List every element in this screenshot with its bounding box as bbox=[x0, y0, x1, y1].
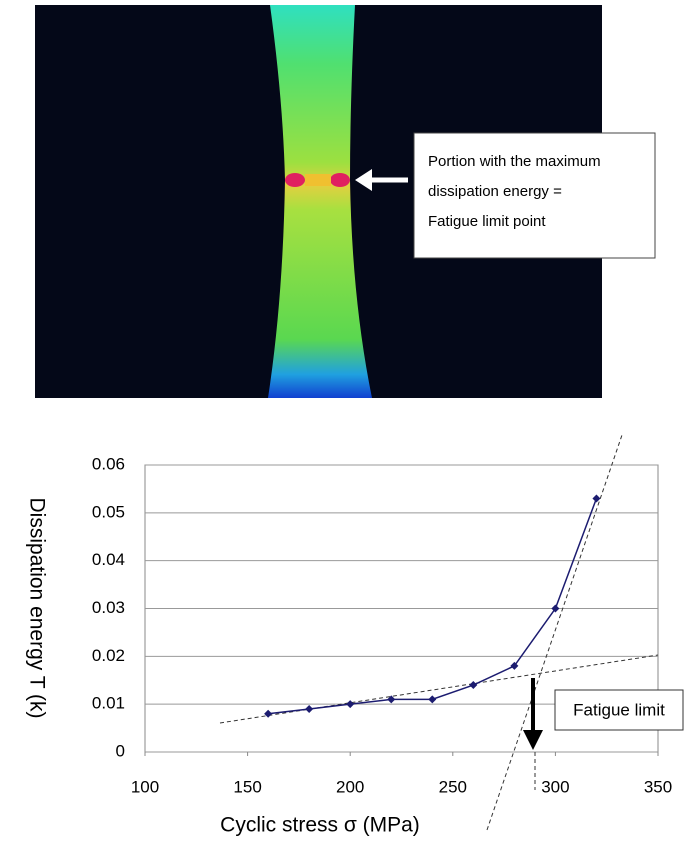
y-tick-label: 0.06 bbox=[92, 454, 125, 473]
y-tick-label: 0.05 bbox=[92, 502, 125, 521]
y-tick-label: 0.01 bbox=[92, 694, 125, 713]
hot-spot bbox=[330, 173, 350, 187]
x-tick-label: 200 bbox=[336, 777, 364, 796]
callout-box bbox=[413, 132, 656, 259]
data-point bbox=[305, 704, 314, 713]
annotation: Fatigue limit bbox=[573, 700, 665, 719]
callout-text: dissipation energy = bbox=[428, 183, 562, 200]
x-tick-label: 100 bbox=[131, 777, 159, 796]
y-tick-label: 0.02 bbox=[92, 646, 125, 665]
y-tick-label: 0.03 bbox=[92, 598, 125, 617]
callout-text: Portion with the maximum bbox=[428, 153, 601, 170]
x-tick-label: 250 bbox=[439, 777, 467, 796]
data-point bbox=[264, 709, 273, 718]
x-tick-label: 300 bbox=[541, 777, 569, 796]
data-point bbox=[346, 700, 355, 709]
y-axis-title: Dissipation energy T (k) bbox=[25, 498, 48, 719]
data-point bbox=[469, 681, 478, 690]
y-tick-label: 0 bbox=[116, 741, 125, 760]
y-tick-label: 0.04 bbox=[92, 550, 125, 569]
x-tick-label: 350 bbox=[644, 777, 672, 796]
specimen bbox=[268, 5, 372, 398]
trend-line bbox=[219, 654, 659, 724]
hot-spot bbox=[285, 173, 305, 187]
callout-text: Fatigue limit point bbox=[428, 213, 546, 230]
thermal-image: Portion with the maximum dissipation ene… bbox=[35, 5, 656, 398]
data-point bbox=[551, 604, 560, 613]
chart: Cyclic stress σ (MPa) Dissipation energy… bbox=[25, 434, 684, 837]
data-point bbox=[592, 494, 601, 503]
annotation-box bbox=[554, 689, 684, 731]
data-point bbox=[428, 695, 437, 704]
data-point bbox=[387, 695, 396, 704]
arrow-head bbox=[355, 169, 372, 191]
x-tick-label: 150 bbox=[233, 777, 261, 796]
hot-band bbox=[305, 174, 331, 186]
x-axis-title: Cyclic stress σ (MPa) bbox=[220, 814, 420, 837]
data-point bbox=[510, 661, 519, 670]
annotation-arrow-head bbox=[523, 730, 543, 750]
